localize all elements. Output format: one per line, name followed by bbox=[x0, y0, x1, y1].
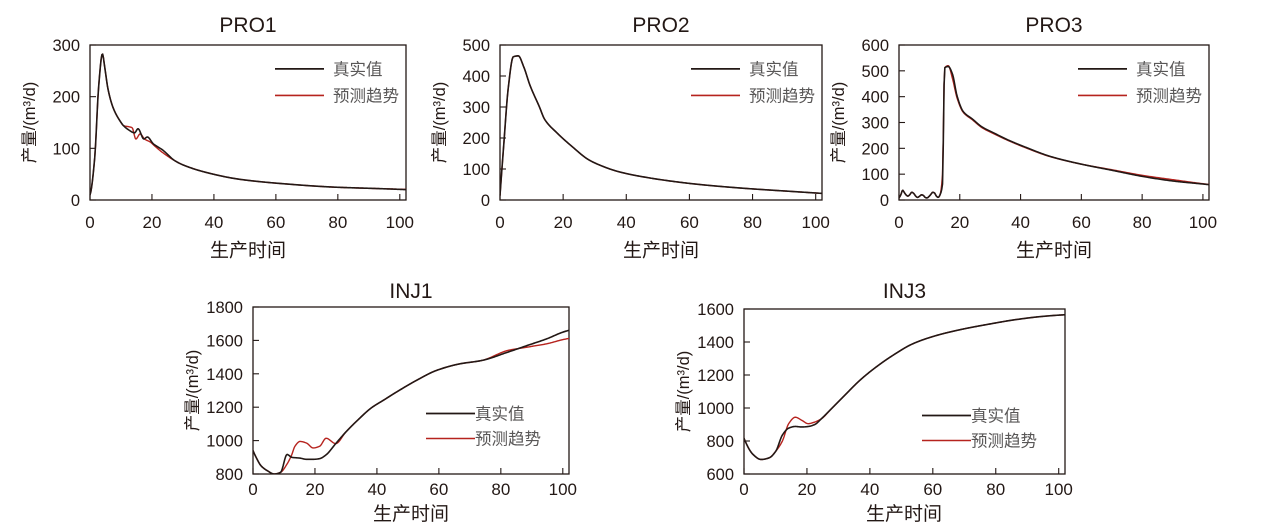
svg-text:产量/(m³/d): 产量/(m³/d) bbox=[674, 351, 693, 433]
svg-text:20: 20 bbox=[305, 480, 324, 499]
svg-text:300: 300 bbox=[462, 99, 490, 117]
svg-text:0: 0 bbox=[481, 192, 490, 210]
svg-text:PRO1: PRO1 bbox=[219, 14, 276, 37]
svg-text:40: 40 bbox=[204, 213, 223, 232]
svg-text:400: 400 bbox=[861, 89, 889, 107]
svg-text:预测趋势: 预测趋势 bbox=[1136, 86, 1202, 105]
svg-text:产量/(m³/d): 产量/(m³/d) bbox=[183, 350, 202, 432]
svg-text:80: 80 bbox=[743, 213, 762, 232]
svg-text:预测趋势: 预测趋势 bbox=[971, 432, 1037, 451]
svg-text:100: 100 bbox=[1189, 213, 1217, 232]
svg-text:1600: 1600 bbox=[697, 301, 734, 319]
svg-text:真实值: 真实值 bbox=[475, 405, 525, 424]
svg-text:1400: 1400 bbox=[206, 366, 243, 384]
svg-text:预测趋势: 预测趋势 bbox=[749, 86, 815, 105]
svg-text:80: 80 bbox=[491, 480, 510, 499]
svg-text:产量/(m³/d): 产量/(m³/d) bbox=[20, 82, 39, 164]
svg-text:生产时间: 生产时间 bbox=[866, 503, 942, 525]
svg-text:400: 400 bbox=[462, 68, 490, 86]
svg-text:100: 100 bbox=[386, 213, 414, 232]
svg-text:40: 40 bbox=[367, 480, 386, 499]
svg-text:1200: 1200 bbox=[206, 399, 243, 417]
svg-text:200: 200 bbox=[462, 130, 490, 148]
svg-text:60: 60 bbox=[429, 480, 448, 499]
svg-text:20: 20 bbox=[950, 213, 969, 232]
svg-text:PRO2: PRO2 bbox=[632, 14, 689, 37]
svg-text:20: 20 bbox=[142, 213, 161, 232]
svg-text:600: 600 bbox=[706, 466, 734, 484]
svg-text:0: 0 bbox=[880, 192, 889, 210]
svg-text:60: 60 bbox=[923, 480, 942, 499]
svg-text:1000: 1000 bbox=[697, 400, 734, 418]
svg-text:1200: 1200 bbox=[697, 367, 734, 385]
svg-text:80: 80 bbox=[1133, 213, 1152, 232]
svg-text:真实值: 真实值 bbox=[749, 60, 799, 79]
svg-text:40: 40 bbox=[1011, 213, 1030, 232]
svg-text:INJ3: INJ3 bbox=[883, 280, 926, 303]
svg-text:PRO3: PRO3 bbox=[1025, 14, 1082, 37]
svg-text:80: 80 bbox=[986, 480, 1005, 499]
svg-text:20: 20 bbox=[554, 213, 573, 232]
svg-text:100: 100 bbox=[802, 213, 830, 232]
svg-text:100: 100 bbox=[549, 480, 577, 499]
svg-text:产量/(m³/d): 产量/(m³/d) bbox=[829, 82, 848, 164]
svg-text:0: 0 bbox=[894, 213, 903, 232]
svg-text:0: 0 bbox=[739, 480, 748, 499]
svg-text:300: 300 bbox=[861, 115, 889, 133]
svg-text:生产时间: 生产时间 bbox=[1016, 240, 1092, 262]
svg-text:1800: 1800 bbox=[206, 299, 243, 317]
svg-text:80: 80 bbox=[328, 213, 347, 232]
svg-text:0: 0 bbox=[248, 480, 257, 499]
svg-text:0: 0 bbox=[85, 213, 94, 232]
svg-text:预测趋势: 预测趋势 bbox=[475, 430, 541, 449]
svg-text:100: 100 bbox=[1045, 480, 1073, 499]
svg-text:200: 200 bbox=[52, 89, 80, 107]
svg-text:100: 100 bbox=[861, 166, 889, 184]
svg-text:1400: 1400 bbox=[697, 334, 734, 352]
svg-text:300: 300 bbox=[52, 37, 80, 55]
svg-text:1600: 1600 bbox=[206, 332, 243, 350]
svg-text:40: 40 bbox=[860, 480, 879, 499]
svg-text:真实值: 真实值 bbox=[971, 407, 1021, 426]
svg-text:生产时间: 生产时间 bbox=[210, 240, 286, 262]
svg-text:60: 60 bbox=[1072, 213, 1091, 232]
svg-text:20: 20 bbox=[797, 480, 816, 499]
svg-text:预测趋势: 预测趋势 bbox=[333, 86, 399, 105]
svg-text:500: 500 bbox=[861, 63, 889, 81]
svg-text:100: 100 bbox=[52, 140, 80, 158]
svg-text:100: 100 bbox=[462, 161, 490, 179]
svg-text:800: 800 bbox=[706, 433, 734, 451]
svg-text:0: 0 bbox=[495, 213, 504, 232]
svg-text:800: 800 bbox=[215, 466, 243, 484]
svg-text:0: 0 bbox=[71, 192, 80, 210]
svg-text:60: 60 bbox=[680, 213, 699, 232]
svg-text:真实值: 真实值 bbox=[333, 60, 383, 79]
svg-text:真实值: 真实值 bbox=[1136, 60, 1186, 79]
svg-text:60: 60 bbox=[266, 213, 285, 232]
svg-text:生产时间: 生产时间 bbox=[623, 240, 699, 262]
svg-text:40: 40 bbox=[617, 213, 636, 232]
svg-text:600: 600 bbox=[861, 37, 889, 55]
svg-text:200: 200 bbox=[861, 140, 889, 158]
svg-text:1000: 1000 bbox=[206, 433, 243, 451]
svg-text:产量/(m³/d): 产量/(m³/d) bbox=[430, 82, 449, 164]
svg-text:生产时间: 生产时间 bbox=[373, 503, 449, 525]
svg-text:500: 500 bbox=[462, 37, 490, 55]
svg-text:INJ1: INJ1 bbox=[389, 280, 432, 303]
